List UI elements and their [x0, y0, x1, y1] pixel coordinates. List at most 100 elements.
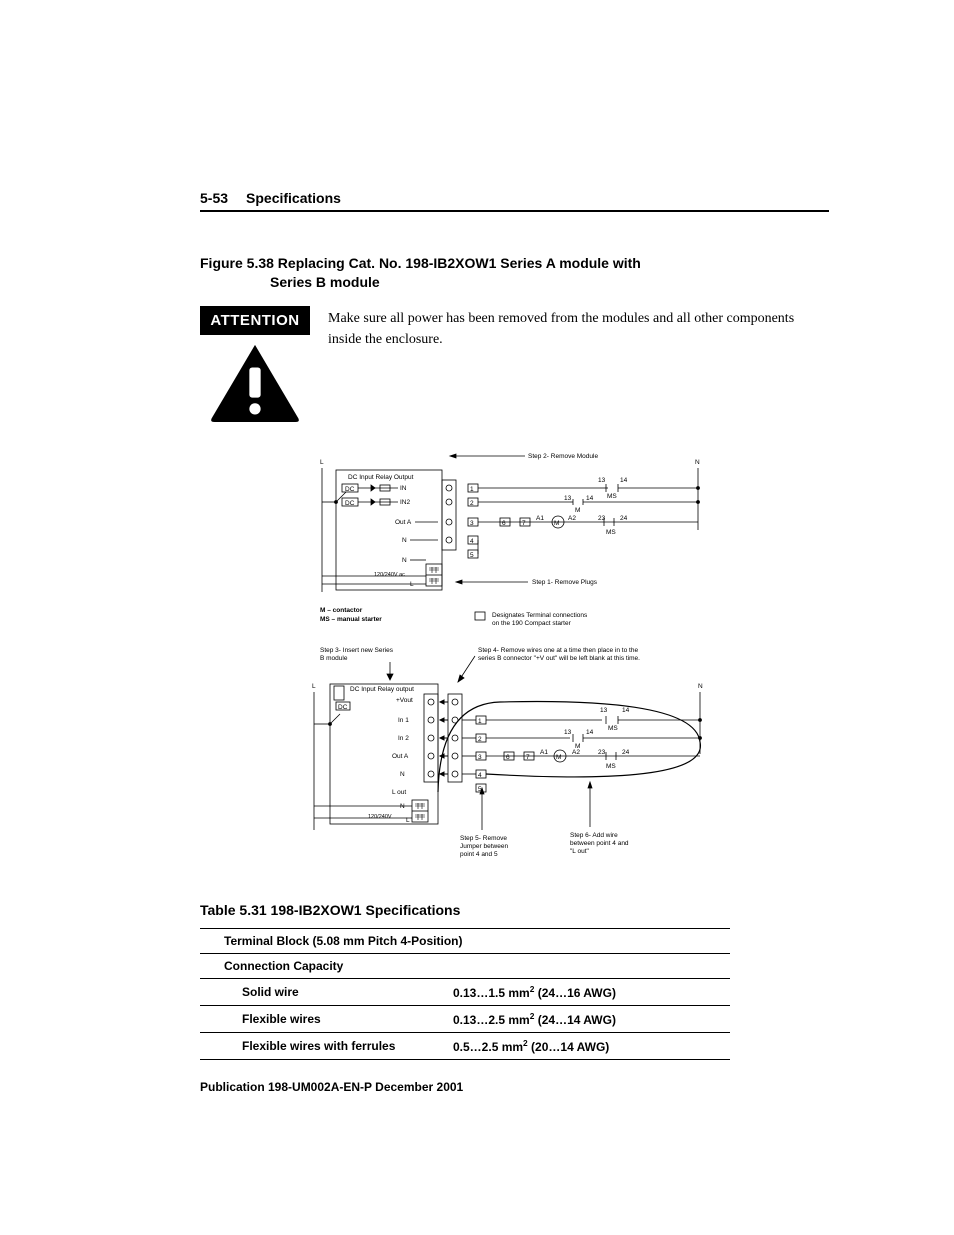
attention-icon-col: ATTENTION [200, 306, 310, 428]
bms2: MS [606, 763, 616, 770]
svg-text:L: L [410, 581, 414, 588]
nb2: N [400, 803, 405, 810]
figure-title: Figure 5.38 Replacing Cat. No. 198-IB2XO… [200, 254, 829, 292]
bmc: M [556, 754, 561, 761]
t13a: 13 [598, 477, 606, 484]
section-title: Specifications [246, 190, 341, 206]
bms1: MS [608, 725, 618, 732]
n-b: N [402, 557, 407, 564]
t1: 1 [470, 486, 474, 493]
row-conn-cap: Connection Capacity [200, 953, 445, 978]
pwr-a: 120/240V ac [374, 572, 405, 578]
in1b: In 1 [398, 717, 409, 724]
ms-top: MS [607, 493, 617, 500]
step3b: B module [320, 655, 348, 662]
t2: 2 [470, 500, 474, 507]
step5b: Jumper between [460, 843, 508, 850]
bt13: 13 [600, 707, 608, 714]
diagram-top: Step 2- Remove Module L N DC Input Relay… [300, 442, 720, 642]
legend-m: M – contactor [320, 607, 363, 614]
b4: 4 [478, 772, 482, 779]
b3: 3 [478, 754, 482, 761]
ba1: A1 [540, 749, 548, 756]
row-flex: Flexible wires [200, 1005, 445, 1032]
mod-b-title: DC Input Relay output [350, 686, 414, 693]
dcb: DC [338, 704, 348, 711]
in-lbl: IN [400, 485, 407, 492]
page-number: 5-53 [200, 190, 228, 206]
legend-term-a: Designates Terminal connections [492, 612, 588, 619]
in2-lbl: IN2 [400, 499, 411, 506]
table-row: Connection Capacity [200, 953, 730, 978]
t14b: 14 [586, 495, 594, 502]
legend-term-b: on the 190 Compact starter [492, 620, 572, 627]
ms-mid: MS [606, 529, 616, 536]
table-row: Terminal Block (5.08 mm Pitch 4-Position… [200, 928, 730, 953]
b23: 23 [598, 749, 606, 756]
step2-label: Step 2- Remove Module [528, 453, 598, 460]
val-flex: 0.13…2.5 mm2 (24…14 AWG) [445, 1005, 730, 1032]
bt14: 14 [622, 707, 630, 714]
lb-L: L [312, 683, 316, 690]
figure-title-line2: Series B module [200, 273, 829, 292]
in2b: In 2 [398, 735, 409, 742]
row-terminal-block: Terminal Block (5.08 mm Pitch 4-Position… [200, 928, 730, 953]
table-title: Table 5.31 198-IB2XOW1 Specifications [200, 902, 829, 918]
b1: 1 [478, 718, 482, 725]
t4: 4 [470, 538, 474, 545]
lout: L out [392, 789, 406, 796]
attention-block: ATTENTION Make sure all power has been r… [200, 306, 829, 428]
row-ferr: Flexible wires with ferrules [200, 1032, 445, 1059]
val-solid: 0.13…1.5 mm2 (24…16 AWG) [445, 978, 730, 1005]
warning-icon [205, 343, 305, 423]
step6c: "L out" [570, 848, 590, 855]
pwrb: 120/240V [368, 814, 392, 820]
t7: 7 [522, 520, 526, 527]
t6: 6 [502, 520, 506, 527]
spec-table: Terminal Block (5.08 mm Pitch 4-Position… [200, 928, 730, 1060]
attention-label: ATTENTION [200, 306, 310, 335]
header-rule [200, 210, 829, 212]
legend-ms: MS – manual starter [320, 616, 382, 623]
nb1: N [400, 771, 405, 778]
page-header: 5-53 Specifications [200, 190, 829, 206]
a1a: A1 [536, 515, 544, 522]
b6: 6 [506, 754, 510, 761]
wiring-diagrams: Step 2- Remove Module L N DC Input Relay… [300, 442, 829, 872]
val-ferr: 0.5…2.5 mm2 (20…14 AWG) [445, 1032, 730, 1059]
dc2: DC [345, 500, 355, 507]
vout: +Vout [396, 697, 413, 704]
mcirc: M [554, 520, 559, 527]
step4b: series B connector "+V out" will be left… [478, 655, 640, 662]
table-row: Flexible wires with ferrules 0.5…2.5 mm2… [200, 1032, 730, 1059]
step5c: point 4 and 5 [460, 851, 498, 858]
a2a: A2 [568, 515, 576, 522]
figure-title-line1: Figure 5.38 Replacing Cat. No. 198-IB2XO… [200, 255, 641, 271]
label-L: L [320, 459, 324, 466]
dc1: DC [345, 486, 355, 493]
t3: 3 [470, 520, 474, 527]
t13b: 13 [564, 495, 572, 502]
b2: 2 [478, 736, 482, 743]
bt13b: 13 [564, 729, 572, 736]
diagram-bottom: Step 3- Insert new Series B module Step … [300, 642, 720, 872]
table-row: Flexible wires 0.13…2.5 mm2 (24…14 AWG) [200, 1005, 730, 1032]
n-a: N [402, 537, 407, 544]
publication-footer: Publication 198-UM002A-EN-P December 200… [200, 1080, 829, 1094]
row-solid: Solid wire [200, 978, 445, 1005]
t14a: 14 [620, 477, 628, 484]
bt14b: 14 [586, 729, 594, 736]
outa: Out A [395, 519, 412, 526]
b7: 7 [526, 754, 530, 761]
ba2: A2 [572, 749, 580, 756]
outab: Out A [392, 753, 409, 760]
m-top: M [575, 507, 580, 514]
table-row: Solid wire 0.13…1.5 mm2 (24…16 AWG) [200, 978, 730, 1005]
step6a: Step 6- Add wire [570, 832, 618, 839]
step4a: Step 4- Remove wires one at a time then … [478, 647, 638, 654]
t23a: 23 [598, 515, 606, 522]
t24a: 24 [620, 515, 628, 522]
attention-text: Make sure all power has been removed fro… [328, 306, 829, 428]
step6b: between point 4 and [570, 840, 629, 847]
b24: 24 [622, 749, 630, 756]
